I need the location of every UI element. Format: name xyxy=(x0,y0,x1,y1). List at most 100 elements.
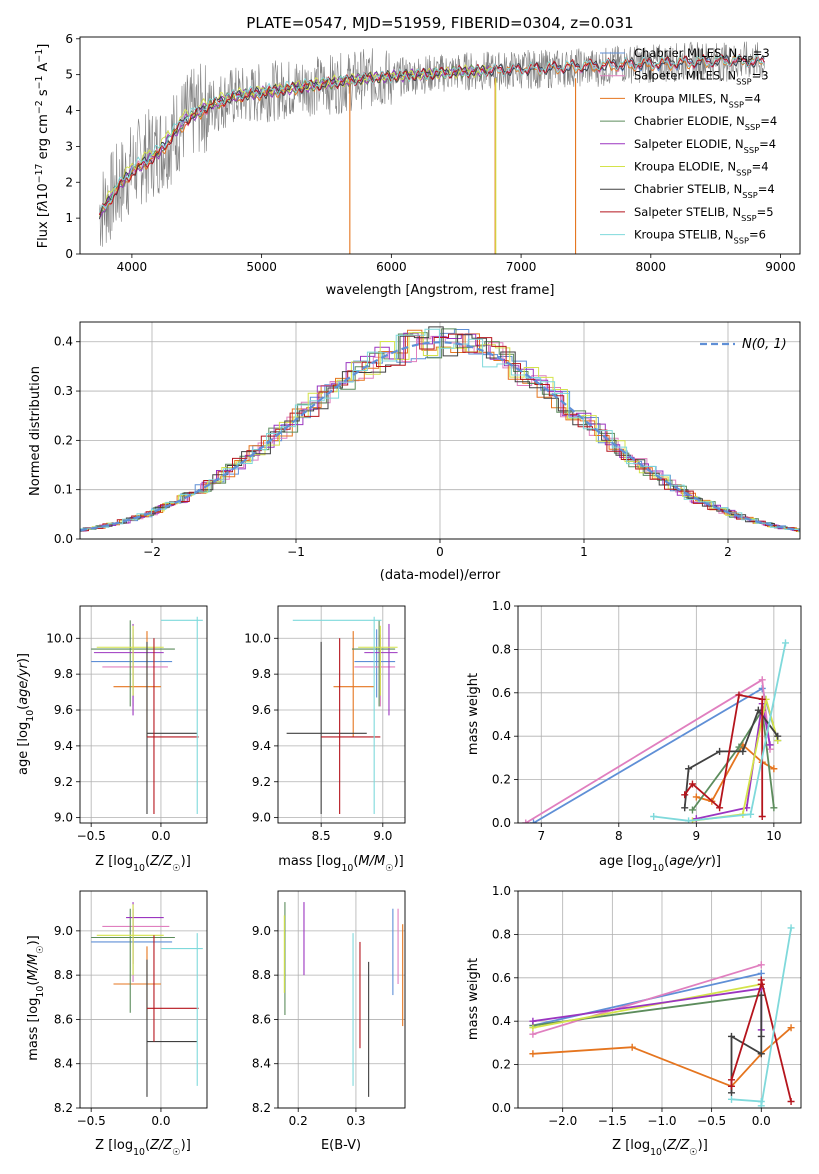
x-tick-label: 0.0 xyxy=(752,1114,771,1128)
y-tick-label: 9.0 xyxy=(252,811,271,825)
x-tick-label: 0.2 xyxy=(289,1114,308,1128)
x-tick-label: 1 xyxy=(580,545,588,559)
y-tick-label: 0.4 xyxy=(492,1014,511,1028)
plot-area xyxy=(518,891,801,1108)
x-tick-label: 8000 xyxy=(636,260,667,274)
y-tick-label: 5 xyxy=(65,68,73,82)
y-axis-label: mass weight xyxy=(466,673,481,755)
y-tick-label: 9.6 xyxy=(54,703,73,717)
y-tick-label: 9.2 xyxy=(54,775,73,789)
x-axis-label: (data-model)/error xyxy=(380,568,501,583)
y-tick-label: 0.6 xyxy=(492,686,511,700)
y-tick-label: 6 xyxy=(65,32,73,46)
x-tick-label: −0.5 xyxy=(77,829,106,843)
y-axis-label: Normed distribution xyxy=(28,366,43,496)
y-tick-label: 9.4 xyxy=(54,739,73,753)
y-tick-label: 9.0 xyxy=(54,811,73,825)
age-vs-mass-panel: 8.5 9.0 9.0 9.2 9.4 9.6 9.8 10.0 mass [log10(M/M… xyxy=(244,606,405,874)
y-tick-label: 8.2 xyxy=(54,1101,73,1115)
x-tick-label: 5000 xyxy=(246,260,277,274)
plot-area xyxy=(80,891,207,1108)
y-tick-label: 0.2 xyxy=(54,433,73,447)
x-tick-label: 4000 xyxy=(117,260,148,274)
x-tick-label: 7 xyxy=(537,829,545,843)
y-tick-label: 10.0 xyxy=(244,631,271,645)
y-tick-label: 0.6 xyxy=(492,971,511,985)
y-tick-label: 0.8 xyxy=(492,927,511,941)
x-axis-label: wavelength [Angstrom, rest frame] xyxy=(326,283,555,298)
x-tick-label: 9000 xyxy=(765,260,796,274)
y-tick-label: 1.0 xyxy=(492,884,511,898)
x-tick-label: −1.0 xyxy=(647,1114,676,1128)
x-axis-label: Z [log10(Z/Z☉)] xyxy=(612,1138,708,1158)
y-tick-label: 0.0 xyxy=(492,1101,511,1115)
x-tick-label: −2.0 xyxy=(548,1114,577,1128)
x-tick-label: −0.5 xyxy=(697,1114,726,1128)
y-tick-label: 0.0 xyxy=(492,816,511,830)
y-tick-label: 1 xyxy=(65,211,73,225)
y-tick-label: 0.8 xyxy=(492,642,511,656)
y-axis-label: Flux [fλ10−17 erg cm−2 s−1 A−1] xyxy=(34,44,52,249)
y-tick-label: 8.6 xyxy=(252,1012,271,1026)
x-tick-label: 9.0 xyxy=(373,829,392,843)
x-tick-label: 7000 xyxy=(506,260,537,274)
y-tick-label: 10.0 xyxy=(46,631,73,645)
y-tick-label: 9.2 xyxy=(252,775,271,789)
x-tick-label: 0.0 xyxy=(151,829,170,843)
y-tick-label: 0 xyxy=(65,247,73,261)
y-tick-label: 9.6 xyxy=(252,703,271,717)
x-tick-label: 9 xyxy=(693,829,701,843)
y-tick-label: 8.6 xyxy=(54,1012,73,1026)
y-tick-label: 9.8 xyxy=(252,667,271,681)
spectrum-panel: 4000 5000 6000 7000 8000 9000 0 1 2 3 4 5 6 PLATE=054… xyxy=(34,14,801,298)
y-tick-label: 8.4 xyxy=(252,1057,271,1071)
x-axis-label: E(B-V) xyxy=(321,1138,361,1153)
y-tick-label: 3 xyxy=(65,139,73,153)
mass-vs-ebv-panel: 0.2 0.3 8.2 8.4 8.6 8.8 9.0 E(B-V) xyxy=(252,891,405,1153)
y-tick-label: 4 xyxy=(65,104,73,118)
x-tick-label: 8.5 xyxy=(312,829,331,843)
y-tick-label: 8.8 xyxy=(54,968,73,982)
y-tick-label: 9.0 xyxy=(252,924,271,938)
x-axis-label: age [log10(age/yr)] xyxy=(599,854,721,874)
x-tick-label: 10 xyxy=(766,829,781,843)
x-tick-label: 2 xyxy=(724,545,732,559)
weight-vs-Z-panel: −2.0 −1.5 −1.0 −0.5 0.0 0.0 0.2 0.4 0.6 0.8 1.0 Z [… xyxy=(466,884,801,1158)
x-tick-label: −2 xyxy=(143,545,161,559)
x-tick-label: −0.5 xyxy=(77,1114,106,1128)
y-tick-label: 0.2 xyxy=(492,1058,511,1072)
x-axis-label: mass [log10(M/M☉)] xyxy=(278,854,404,874)
y-axis-label: age [log10(age/yr)] xyxy=(16,653,36,775)
x-tick-label: 0.3 xyxy=(346,1114,365,1128)
y-tick-label: 9.8 xyxy=(54,667,73,681)
x-tick-label: 8 xyxy=(615,829,623,843)
y-tick-label: 0.3 xyxy=(54,384,73,398)
y-tick-label: 9.0 xyxy=(54,924,73,938)
y-tick-label: 8.8 xyxy=(252,968,271,982)
x-tick-label: −1 xyxy=(287,545,305,559)
x-tick-label: 6000 xyxy=(376,260,407,274)
y-tick-label: 0.0 xyxy=(54,532,73,546)
x-tick-label: −1.5 xyxy=(598,1114,627,1128)
x-tick-label: 0 xyxy=(436,545,444,559)
y-axis-label: mass [log10(M/M☉)] xyxy=(26,935,46,1061)
y-tick-label: 2 xyxy=(65,175,73,189)
age-vs-Z-panel: −0.5 0.0 9.0 9.2 9.4 9.6 9.8 10.0 Z [log10(Z/Z☉)… xyxy=(16,606,207,874)
residuals-panel: −2 −1 0 1 2 0.0 0.1 0.2 0.3 0.4 (data-model)/error… xyxy=(28,322,819,583)
y-tick-label: 8.4 xyxy=(54,1057,73,1071)
y-axis-label: mass weight xyxy=(466,958,481,1040)
y-tick-label: 0.4 xyxy=(54,335,73,349)
x-axis-label: Z [log10(Z/Z☉)] xyxy=(95,854,191,874)
x-axis-label: Z [log10(Z/Z☉)] xyxy=(95,1138,191,1158)
y-tick-label: 1.0 xyxy=(492,599,511,613)
y-tick-label: 0.1 xyxy=(54,483,73,497)
y-tick-label: 0.2 xyxy=(492,773,511,787)
chart-title: PLATE=0547, MJD=51959, FIBERID=0304, z=0… xyxy=(246,14,633,32)
y-tick-label: 9.4 xyxy=(252,739,271,753)
y-tick-label: 8.2 xyxy=(252,1101,271,1115)
plot-area xyxy=(278,891,405,1108)
